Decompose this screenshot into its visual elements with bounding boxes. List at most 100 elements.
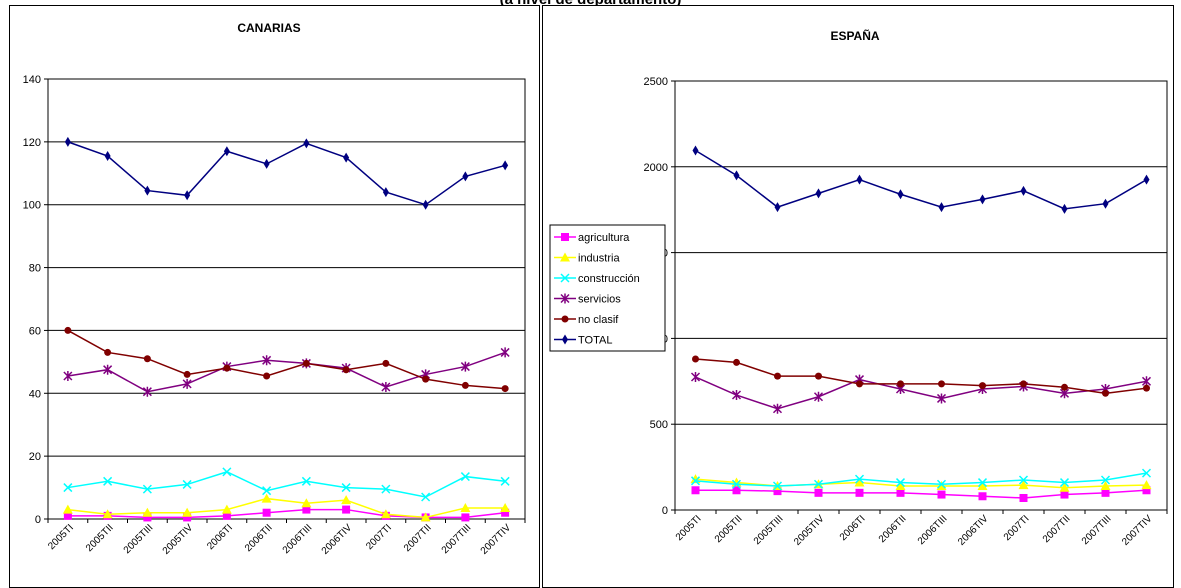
data-point-industria-espana: [895, 480, 906, 490]
data-point-construcci-n-espana: [1100, 475, 1111, 485]
x-tick-label-canarias: 2006TII: [243, 522, 275, 554]
series-line-agricultura-espana: [695, 489, 1147, 499]
series-line-construcci-n-canarias: [67, 471, 506, 498]
x-tick-label-canarias: 2007TI: [364, 522, 394, 552]
x-tick-label-canarias: 2007TII: [402, 522, 434, 554]
data-point-servicios-canarias: [103, 364, 113, 375]
data-point-agricultura-espana: [814, 488, 823, 497]
data-point-servicios-canarias: [63, 371, 73, 381]
series-servicios-espana: [690, 372, 1152, 414]
series-total-canarias: [64, 136, 509, 210]
data-point-total-espana: [1061, 203, 1068, 214]
legend-item-industria: industria: [554, 252, 620, 265]
x-tick-label-espana: 2005TII: [713, 513, 745, 545]
data-point-no-clasif-espana: [692, 355, 699, 363]
y-tick-label-canarias: 0: [35, 514, 41, 526]
data-point-industria-canarias: [182, 507, 193, 517]
data-point-servicios-canarias: [142, 386, 152, 397]
data-point-total-canarias: [462, 171, 469, 182]
data-point-construcci-n-canarias: [460, 472, 470, 482]
data-point-total-espana: [692, 145, 699, 156]
x-tick-label-canarias: 2005TIII: [122, 522, 156, 556]
x-tick-label-espana: 2006TIV: [956, 513, 991, 548]
data-point-construcci-n-canarias: [262, 486, 272, 496]
x-tick-label-espana: 2007TI: [1002, 513, 1032, 543]
legend-marker-construcci-n: [560, 273, 570, 283]
data-point-total-canarias: [343, 152, 350, 163]
legend-label-total: TOTAL: [578, 335, 612, 347]
y-tick-label-canarias: 100: [23, 200, 41, 212]
data-point-no-clasif-canarias: [183, 370, 191, 378]
data-point-total-espana: [1102, 198, 1109, 209]
chart-title-canarias: CANARIAS: [237, 21, 300, 35]
series-line-total-canarias: [67, 141, 506, 206]
data-point-industria-canarias: [62, 504, 73, 514]
legend-espana: [549, 224, 666, 352]
series-line-total-espana: [695, 149, 1147, 210]
data-point-construcci-n-espana: [1141, 468, 1152, 478]
data-point-construcci-n-canarias: [341, 483, 351, 493]
x-tick-label-canarias: 2005TIV: [161, 522, 196, 557]
data-point-no-clasif-espana: [1061, 383, 1068, 391]
data-point-agricultura-canarias: [262, 508, 271, 517]
data-point-no-clasif-canarias: [223, 364, 231, 372]
data-point-no-clasif-canarias: [501, 385, 509, 393]
data-point-construcci-n-espana: [772, 481, 783, 491]
x-tick-label-canarias: 2005TII: [84, 522, 116, 554]
data-point-industria-espana: [977, 480, 988, 490]
legend-item-no-clasif: no clasif: [554, 314, 619, 326]
data-point-construcci-n-canarias: [142, 484, 152, 494]
data-point-agricultura-espana: [732, 486, 741, 495]
series-construcci-n-espana: [690, 468, 1152, 491]
x-tick-label-canarias: 2006TI: [205, 522, 235, 552]
legend-label-construcci-n: construcción: [578, 273, 640, 285]
data-point-servicios-espana: [813, 391, 824, 402]
series-industria-canarias: [62, 493, 511, 522]
data-point-construcci-n-espana: [1059, 478, 1070, 488]
x-tick-label-canarias: 2006TIV: [320, 522, 355, 557]
data-point-no-clasif-canarias: [263, 372, 271, 380]
data-point-total-canarias: [64, 136, 71, 147]
data-point-total-espana: [733, 170, 740, 181]
y-tick-label-espana: 2000: [644, 162, 668, 174]
data-point-agricultura-canarias: [302, 505, 311, 514]
data-point-servicios-canarias: [182, 378, 192, 389]
data-point-servicios-espana: [731, 390, 742, 401]
x-tick-label-espana: 2007TIV: [1120, 513, 1155, 548]
data-point-no-clasif-canarias: [64, 326, 72, 334]
data-point-construcci-n-canarias: [63, 483, 73, 493]
x-tick-label-espana: 2005TIV: [792, 513, 827, 548]
data-point-construcci-n-canarias: [222, 467, 232, 477]
data-point-total-canarias: [303, 138, 310, 149]
data-point-construcci-n-canarias: [421, 492, 431, 502]
series-line-construcci-n-espana: [695, 472, 1147, 487]
legend-item-agricultura: agricultura: [554, 232, 630, 244]
legend-marker-agricultura: [561, 233, 569, 241]
data-point-agricultura-espana: [1019, 493, 1028, 502]
x-tick-label-canarias: 2005TI: [46, 522, 76, 552]
data-point-construcci-n-espana: [731, 479, 742, 489]
data-point-construcci-n-canarias: [301, 476, 311, 486]
legend-item-construcci-n: construcción: [554, 273, 640, 285]
data-point-no-clasif-espana: [1020, 380, 1027, 388]
data-point-industria-espana: [1018, 480, 1029, 490]
x-tick-label-espana: 2006TII: [877, 513, 909, 545]
series-line-servicios-canarias: [67, 351, 506, 393]
data-point-total-espana: [856, 174, 863, 185]
data-point-no-clasif-canarias: [342, 366, 350, 374]
data-point-no-clasif-espana: [1102, 389, 1109, 397]
legend-item-total: TOTAL: [554, 334, 612, 347]
series-line-no-clasif-canarias: [67, 329, 506, 390]
data-point-industria-espana: [854, 477, 865, 487]
data-point-construcci-n-canarias: [381, 484, 391, 494]
data-point-agricultura-canarias: [461, 513, 470, 522]
series-line-industria-canarias: [67, 497, 506, 519]
series-construcci-n-canarias: [63, 467, 510, 502]
data-point-agricultura-espana: [1101, 488, 1110, 497]
data-point-no-clasif-espana: [856, 380, 863, 388]
data-point-industria-canarias: [460, 503, 471, 512]
data-point-no-clasif-espana: [897, 380, 904, 388]
data-point-no-clasif-espana: [733, 358, 740, 366]
y-tick-label-canarias: 20: [29, 451, 41, 463]
data-point-industria-espana: [1059, 482, 1070, 492]
